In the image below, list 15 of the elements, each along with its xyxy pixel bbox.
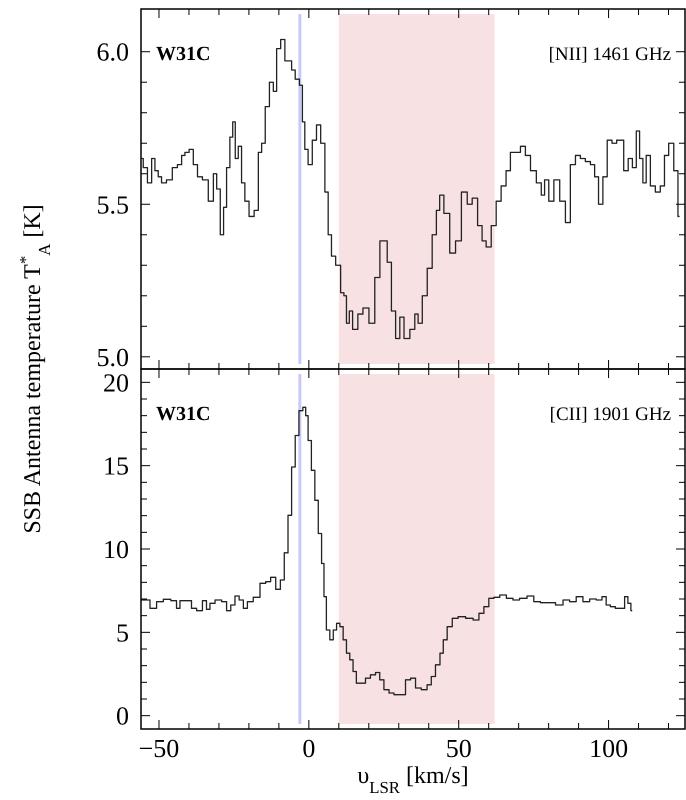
y-tick-label: 5.5: [96, 190, 129, 220]
y-tick-label: 0: [116, 702, 129, 731]
y-tick-label: 5: [116, 618, 129, 648]
x-tick-label: −50: [138, 734, 180, 763]
x-axis-title: υ$_{LSR}$ [km/s]: [357, 763, 469, 796]
y-tick-label: 6.0: [96, 38, 129, 67]
annotation: W31C: [156, 43, 210, 65]
y-tick-label: 15: [103, 452, 129, 481]
annotation: [CII] 1901 GHz: [550, 404, 671, 425]
annotation: [NII] 1461 GHz: [548, 44, 671, 65]
x-tick-label: 100: [589, 734, 628, 763]
y-tick-label: 10: [103, 535, 129, 564]
x-tick-label: 0: [302, 734, 316, 763]
x-tick-label: 50: [446, 734, 472, 763]
annotation: W31C: [156, 403, 210, 425]
